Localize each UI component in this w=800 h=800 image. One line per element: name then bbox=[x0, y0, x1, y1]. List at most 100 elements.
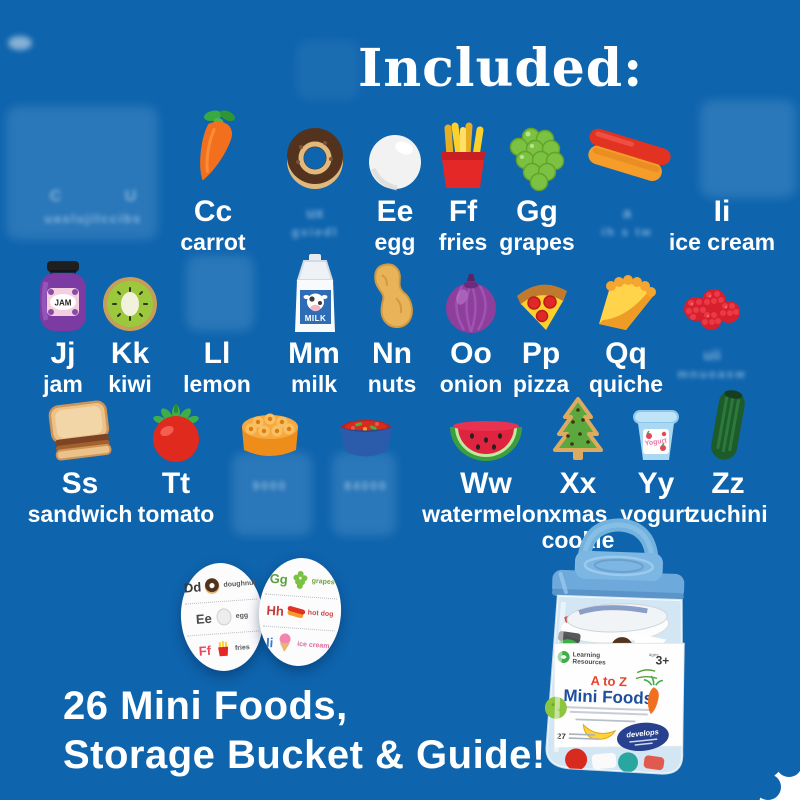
ghost-letter: a bbox=[622, 205, 632, 222]
item-carrot: Cc carrot bbox=[163, 102, 263, 255]
item-nuts: Nn nuts bbox=[350, 250, 434, 397]
watermelon-icon bbox=[450, 421, 522, 461]
item-word: fries bbox=[438, 229, 488, 255]
corner-decoration-bite bbox=[776, 751, 800, 777]
item-letter: Ss bbox=[61, 467, 99, 500]
hot-dog-mini-icon bbox=[287, 605, 306, 619]
guide-letter: Gg bbox=[269, 570, 289, 587]
ice-cream-blurred-art bbox=[662, 102, 782, 192]
ghost-letter: U bbox=[124, 188, 137, 205]
pizza-icon bbox=[517, 284, 567, 330]
guide-entry: Ii ice cream bbox=[260, 624, 335, 662]
onion-icon bbox=[446, 274, 496, 333]
item-grapes: Gg grapes bbox=[487, 102, 587, 255]
guide-word: hot dog bbox=[307, 609, 334, 618]
zuchini-icon bbox=[711, 390, 745, 460]
item-ice-cream: Ii ice cream bbox=[662, 102, 782, 255]
item-watermelon: Ww watermelon bbox=[416, 394, 556, 527]
blur-artifact bbox=[8, 36, 32, 50]
item-zuchini: Zz zuchini bbox=[678, 390, 778, 527]
guide-word: fries bbox=[234, 643, 250, 652]
yogurt-cup-text: Yogurt bbox=[644, 437, 667, 447]
item-jam: JAM Jj jam bbox=[21, 250, 105, 397]
grapes-mini-icon bbox=[292, 570, 307, 589]
item-word: sandwich bbox=[27, 501, 133, 527]
carrot-icon bbox=[200, 110, 235, 181]
guide-letter: Dd bbox=[183, 578, 202, 596]
jam-jar-icon: JAM bbox=[40, 261, 86, 331]
item-letter: Oo bbox=[450, 337, 492, 370]
headline-line1: 26 Mini Foods, bbox=[63, 684, 348, 728]
blurred-patch-ice-cream bbox=[700, 100, 796, 198]
corner-decoration-bite bbox=[755, 774, 781, 800]
item-word: watermelon bbox=[422, 501, 550, 527]
item-letter: Jj bbox=[50, 337, 76, 370]
blurred-labels-topleft: C U uaslujilccibs bbox=[18, 188, 168, 226]
guide-word: doughnut bbox=[223, 579, 256, 589]
ghost-word: mnuoasw bbox=[677, 367, 747, 381]
bucket-title-line2: Mini Foods bbox=[563, 686, 653, 708]
item-tomato: Tt tomato bbox=[121, 394, 231, 527]
item-soup-bowl: 84000 bbox=[316, 394, 416, 494]
item-word: xmas bbox=[548, 501, 608, 527]
item-cake: 9000 bbox=[220, 394, 320, 494]
sandwich-icon bbox=[48, 400, 112, 461]
item-word: ice cream bbox=[668, 229, 776, 255]
item-milk: MILK Mm milk bbox=[266, 250, 362, 397]
xmas-cookie-icon bbox=[553, 397, 603, 460]
item-word: kiwi bbox=[108, 371, 152, 397]
item-word: egg bbox=[374, 229, 416, 255]
ghost-letter: C bbox=[49, 188, 62, 205]
item-letter: Xx bbox=[559, 467, 597, 500]
item-letter: Ll bbox=[203, 337, 231, 370]
doughnut-icon bbox=[287, 128, 343, 189]
egg-icon bbox=[369, 135, 421, 191]
item-letter: Pp bbox=[521, 337, 561, 370]
ghost-word: gxiedl bbox=[291, 225, 339, 239]
hot-dog-icon bbox=[588, 128, 671, 182]
peanut-icon bbox=[374, 263, 413, 329]
yogurt-cup-icon: Yogurt bbox=[633, 410, 679, 460]
item-lemon: Ll lemon bbox=[167, 250, 267, 397]
guide-entry: Hh hot dog bbox=[263, 593, 338, 630]
item-letter: Ee bbox=[376, 195, 414, 228]
guide-entry: Ee egg bbox=[184, 598, 259, 635]
page-title: Included: bbox=[358, 38, 644, 99]
guide-letter: Ii bbox=[265, 634, 274, 650]
item-raspberry: uii mnuoasw bbox=[657, 250, 767, 382]
milk-carton-text: MILK bbox=[305, 314, 327, 323]
item-word: grapes bbox=[499, 229, 575, 255]
blurred-patch-lemon bbox=[186, 255, 254, 331]
fries-icon bbox=[441, 122, 485, 188]
ghost-word: ih s tw bbox=[601, 225, 653, 239]
item-word: onion bbox=[439, 371, 503, 397]
grapes-icon bbox=[509, 127, 565, 192]
item-quiche: Qq quiche bbox=[571, 250, 681, 397]
ghost-word: 9000 bbox=[252, 479, 288, 493]
item-pizza: Pp pizza bbox=[495, 250, 587, 397]
storage-bucket: Learning Resources ages 3+ A to Z Mini F… bbox=[544, 518, 685, 775]
item-word: jam bbox=[43, 371, 83, 397]
item-word: nuts bbox=[367, 371, 417, 397]
ghost-word: 84000 bbox=[344, 479, 388, 493]
item-xmas-cookie: Xx xmas cookie bbox=[528, 394, 628, 553]
item-yogurt: Yogurt Yy yogurt bbox=[608, 394, 704, 527]
item-doughnut: ux gxiedl bbox=[265, 102, 365, 240]
item-letter: Ii bbox=[713, 195, 731, 228]
develops-label: develops bbox=[626, 727, 659, 739]
item-word: lemon bbox=[183, 371, 251, 397]
headline-line2: Storage Bucket & Guide! bbox=[63, 733, 546, 777]
guide-entry: Dd doughnut bbox=[183, 567, 257, 603]
guide-letter: Hh bbox=[266, 602, 285, 619]
guide-entry: Gg grapes bbox=[265, 562, 339, 598]
egg-mini-icon bbox=[216, 608, 232, 626]
brand-name-line2: Resources bbox=[572, 658, 606, 666]
item-sandwich: Ss sandwich bbox=[20, 394, 140, 527]
item-kiwi: Kk kiwi bbox=[88, 250, 172, 397]
item-letter: Tt bbox=[161, 467, 191, 500]
blurred-patch-apple-banana bbox=[6, 106, 158, 240]
item-letter: Kk bbox=[110, 337, 150, 370]
kiwi-icon bbox=[103, 277, 157, 331]
item-word: zuchini bbox=[688, 501, 768, 527]
